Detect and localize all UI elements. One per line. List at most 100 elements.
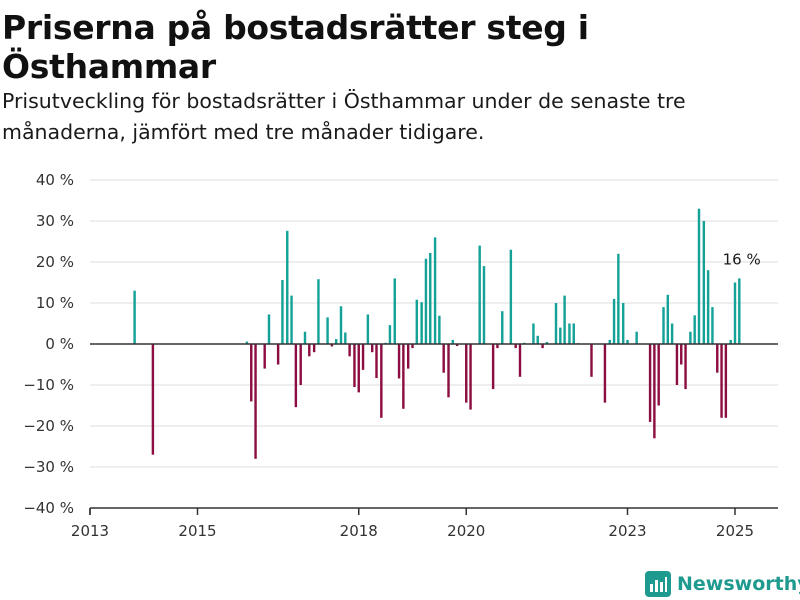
brand-logo: Newsworthy: [645, 570, 800, 598]
bar: [509, 249, 513, 344]
bar: [702, 221, 706, 344]
bar: [299, 344, 302, 385]
bar: [532, 323, 535, 344]
bar: [711, 307, 714, 344]
axes: 40 % 30 % 20 % 10 % 0 % −10 % −20 % −30 % −40 % 2…: [23, 171, 778, 540]
y-tick-label: 20 %: [36, 253, 74, 271]
bar: [716, 344, 719, 373]
brand-name: Newsworthy: [677, 573, 800, 595]
bar: [339, 306, 343, 344]
bar: [281, 280, 284, 344]
bar: [612, 298, 616, 344]
bar: [706, 270, 710, 344]
bar: [455, 344, 459, 347]
x-tick-label: 2020: [447, 522, 485, 540]
bar: [357, 344, 360, 393]
bar: [361, 344, 365, 370]
bar: [245, 341, 249, 344]
bar: [366, 314, 370, 344]
bars: [133, 208, 741, 459]
bar: [563, 295, 566, 344]
bar: [590, 344, 593, 377]
bar: [536, 335, 539, 344]
bar: [406, 344, 410, 369]
bar: [635, 331, 638, 344]
bar: [393, 278, 396, 344]
bar: [308, 344, 311, 357]
bar: [733, 282, 737, 344]
bar: [276, 344, 280, 365]
bar: [370, 344, 374, 353]
bar: [496, 344, 499, 349]
bar: [491, 344, 495, 390]
bar: [303, 331, 307, 344]
bar: [388, 325, 392, 344]
bar: [572, 323, 575, 344]
bar: [254, 344, 257, 459]
bar: [451, 339, 455, 344]
bar: [657, 344, 660, 406]
bar: [675, 344, 679, 385]
y-tick-label: 0 %: [45, 335, 74, 353]
bar: [684, 344, 687, 390]
bar: [375, 344, 378, 379]
y-tick-label: −40 %: [23, 499, 74, 517]
bar: [402, 344, 405, 409]
bar: [720, 344, 723, 418]
bar: [133, 290, 136, 344]
y-tick-label: −30 %: [23, 458, 74, 476]
bar: [603, 344, 607, 403]
bar: [250, 344, 253, 402]
bar: [559, 327, 562, 344]
bar: [545, 341, 549, 344]
bar: [478, 245, 481, 344]
bar: [617, 253, 620, 344]
bar: [541, 344, 544, 349]
bar: [344, 332, 347, 344]
bar: [330, 344, 334, 347]
y-tick-label: 30 %: [36, 212, 74, 230]
bar: [465, 344, 468, 403]
x-tick-label: 2023: [608, 522, 646, 540]
bar: [670, 323, 674, 344]
bar: [433, 237, 437, 344]
y-tick-label: −20 %: [23, 417, 74, 435]
bar: [348, 344, 351, 357]
bar: [568, 323, 571, 344]
gridlines: [90, 179, 778, 509]
bar: [380, 344, 383, 418]
bar: [514, 344, 517, 349]
x-tick-label: 2018: [340, 522, 378, 540]
bar: [317, 279, 320, 344]
bar: [680, 344, 683, 365]
bar: [424, 258, 428, 344]
bar: [501, 311, 504, 344]
bar: [697, 208, 701, 344]
bar: [689, 331, 692, 344]
bar: [151, 344, 155, 455]
bar: [626, 339, 629, 344]
bar: [420, 302, 423, 344]
bar: [738, 278, 741, 344]
bar: [621, 303, 625, 344]
bar: [693, 315, 696, 344]
y-tick-label: 10 %: [36, 294, 74, 312]
bar: [608, 339, 611, 344]
bar: [290, 295, 293, 344]
x-tick-label: 2013: [71, 522, 109, 540]
chart-title: Priserna på bostadsrätter steg i Östhamm…: [2, 8, 589, 86]
bar: [442, 344, 445, 373]
bar: [397, 344, 401, 379]
bar: [353, 344, 356, 388]
bar: [729, 339, 732, 344]
bar: [411, 344, 414, 349]
bar: [429, 252, 432, 344]
last-value-annotation: 16 %: [723, 250, 761, 268]
y-tick-label: −10 %: [23, 376, 74, 394]
bar-chart: 40 % 30 % 20 % 10 % 0 % −10 % −20 % −30 % −40 % 2…: [23, 171, 778, 540]
bar: [294, 344, 298, 408]
bar: [662, 307, 665, 344]
y-tick-label: 40 %: [36, 171, 74, 189]
bar: [438, 315, 441, 344]
bar: [447, 344, 450, 398]
